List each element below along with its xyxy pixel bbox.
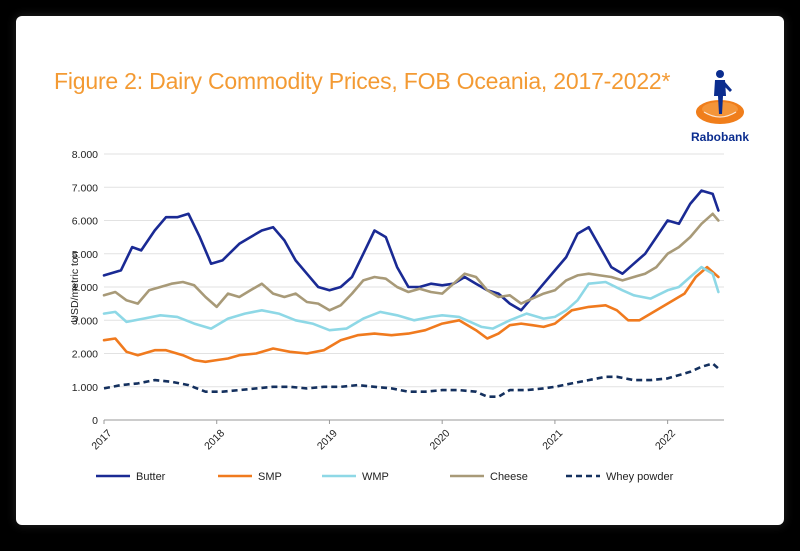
- y-tick-label: 4.000: [72, 282, 98, 294]
- legend-label-whey-powder: Whey powder: [606, 471, 674, 483]
- y-tick-label: 2.000: [72, 349, 98, 361]
- y-tick-label: 6.000: [72, 216, 98, 228]
- x-tick-label: 2022: [653, 427, 678, 452]
- y-axis-label: USD/metric ton: [69, 251, 81, 322]
- legend-label-smp: SMP: [258, 471, 282, 483]
- series-line-smp: [102, 265, 720, 364]
- y-tick-label: 3.000: [72, 315, 98, 327]
- rabobank-logo: Rabobank: [684, 66, 756, 144]
- legend-label-wmp: WMP: [362, 471, 389, 483]
- series-line-wmp: [102, 265, 720, 332]
- figure-title: Figure 2: Dairy Commodity Prices, FOB Oc…: [54, 68, 671, 94]
- series-line-butter: [102, 189, 720, 312]
- x-tick-label: 2018: [202, 427, 227, 452]
- series-line-cheese: [102, 212, 720, 312]
- y-tick-label: 0: [92, 415, 98, 427]
- x-tick-label: 2017: [89, 427, 114, 452]
- y-tick-label: 5.000: [72, 249, 98, 261]
- x-tick-label: 2021: [540, 427, 565, 452]
- rabobank-emblem-icon: [696, 70, 744, 124]
- legend-label-cheese: Cheese: [490, 471, 528, 483]
- y-tick-label: 7.000: [72, 182, 98, 194]
- x-tick-label: 2019: [315, 427, 340, 452]
- y-tick-label: 8.000: [72, 149, 98, 161]
- legend-label-butter: Butter: [136, 471, 166, 483]
- x-tick-label: 2020: [428, 427, 453, 452]
- brand-name: Rabobank: [690, 130, 749, 144]
- series-line-whey-powder: [103, 362, 720, 398]
- y-tick-label: 1.000: [72, 382, 98, 394]
